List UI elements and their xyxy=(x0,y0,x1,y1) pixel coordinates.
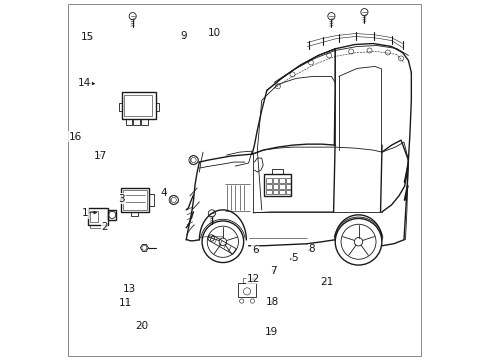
Bar xyxy=(133,119,140,125)
Bar xyxy=(242,278,251,283)
Text: 4: 4 xyxy=(161,188,167,198)
Bar xyxy=(484,247,488,264)
Bar xyxy=(266,190,271,194)
Text: 2: 2 xyxy=(101,222,108,231)
Bar xyxy=(131,212,138,216)
Bar xyxy=(266,178,271,183)
Bar xyxy=(279,178,284,183)
Bar xyxy=(272,184,278,189)
Bar xyxy=(90,211,98,222)
Text: 11: 11 xyxy=(119,298,132,308)
Bar xyxy=(482,244,488,265)
Bar xyxy=(285,184,290,189)
Bar xyxy=(279,190,284,194)
Bar xyxy=(266,184,271,189)
Text: 7: 7 xyxy=(270,266,277,276)
Text: 13: 13 xyxy=(122,284,135,294)
Text: 14: 14 xyxy=(78,78,91,88)
Bar xyxy=(285,190,290,194)
Bar xyxy=(279,184,284,189)
Bar xyxy=(122,190,147,210)
Bar xyxy=(124,95,152,116)
Bar xyxy=(141,119,147,125)
Text: 17: 17 xyxy=(94,150,107,161)
Text: 18: 18 xyxy=(265,297,278,307)
Bar xyxy=(122,92,156,119)
Bar xyxy=(285,178,290,183)
Bar xyxy=(90,225,106,229)
Text: 20: 20 xyxy=(135,321,148,331)
Bar xyxy=(156,103,159,111)
Bar xyxy=(125,119,132,125)
Bar xyxy=(88,208,108,225)
Bar xyxy=(272,190,278,194)
Text: 8: 8 xyxy=(308,244,315,254)
Text: 12: 12 xyxy=(246,274,259,284)
Bar xyxy=(468,279,476,291)
Text: 5: 5 xyxy=(291,253,297,263)
Bar xyxy=(148,194,154,206)
Bar xyxy=(119,103,122,111)
Bar xyxy=(108,210,116,220)
Text: 3: 3 xyxy=(118,194,125,204)
Bar xyxy=(465,276,488,293)
Text: 9: 9 xyxy=(180,31,186,41)
Text: 16: 16 xyxy=(68,132,81,142)
Text: 19: 19 xyxy=(264,327,278,337)
Bar xyxy=(121,188,148,212)
Text: 21: 21 xyxy=(320,277,333,287)
Bar xyxy=(264,174,291,197)
Bar xyxy=(272,169,283,174)
Text: 6: 6 xyxy=(251,244,258,255)
Bar xyxy=(238,283,256,297)
Text: 10: 10 xyxy=(207,28,220,38)
Text: 1: 1 xyxy=(81,208,88,218)
Bar xyxy=(272,178,278,183)
Text: 15: 15 xyxy=(81,32,94,41)
